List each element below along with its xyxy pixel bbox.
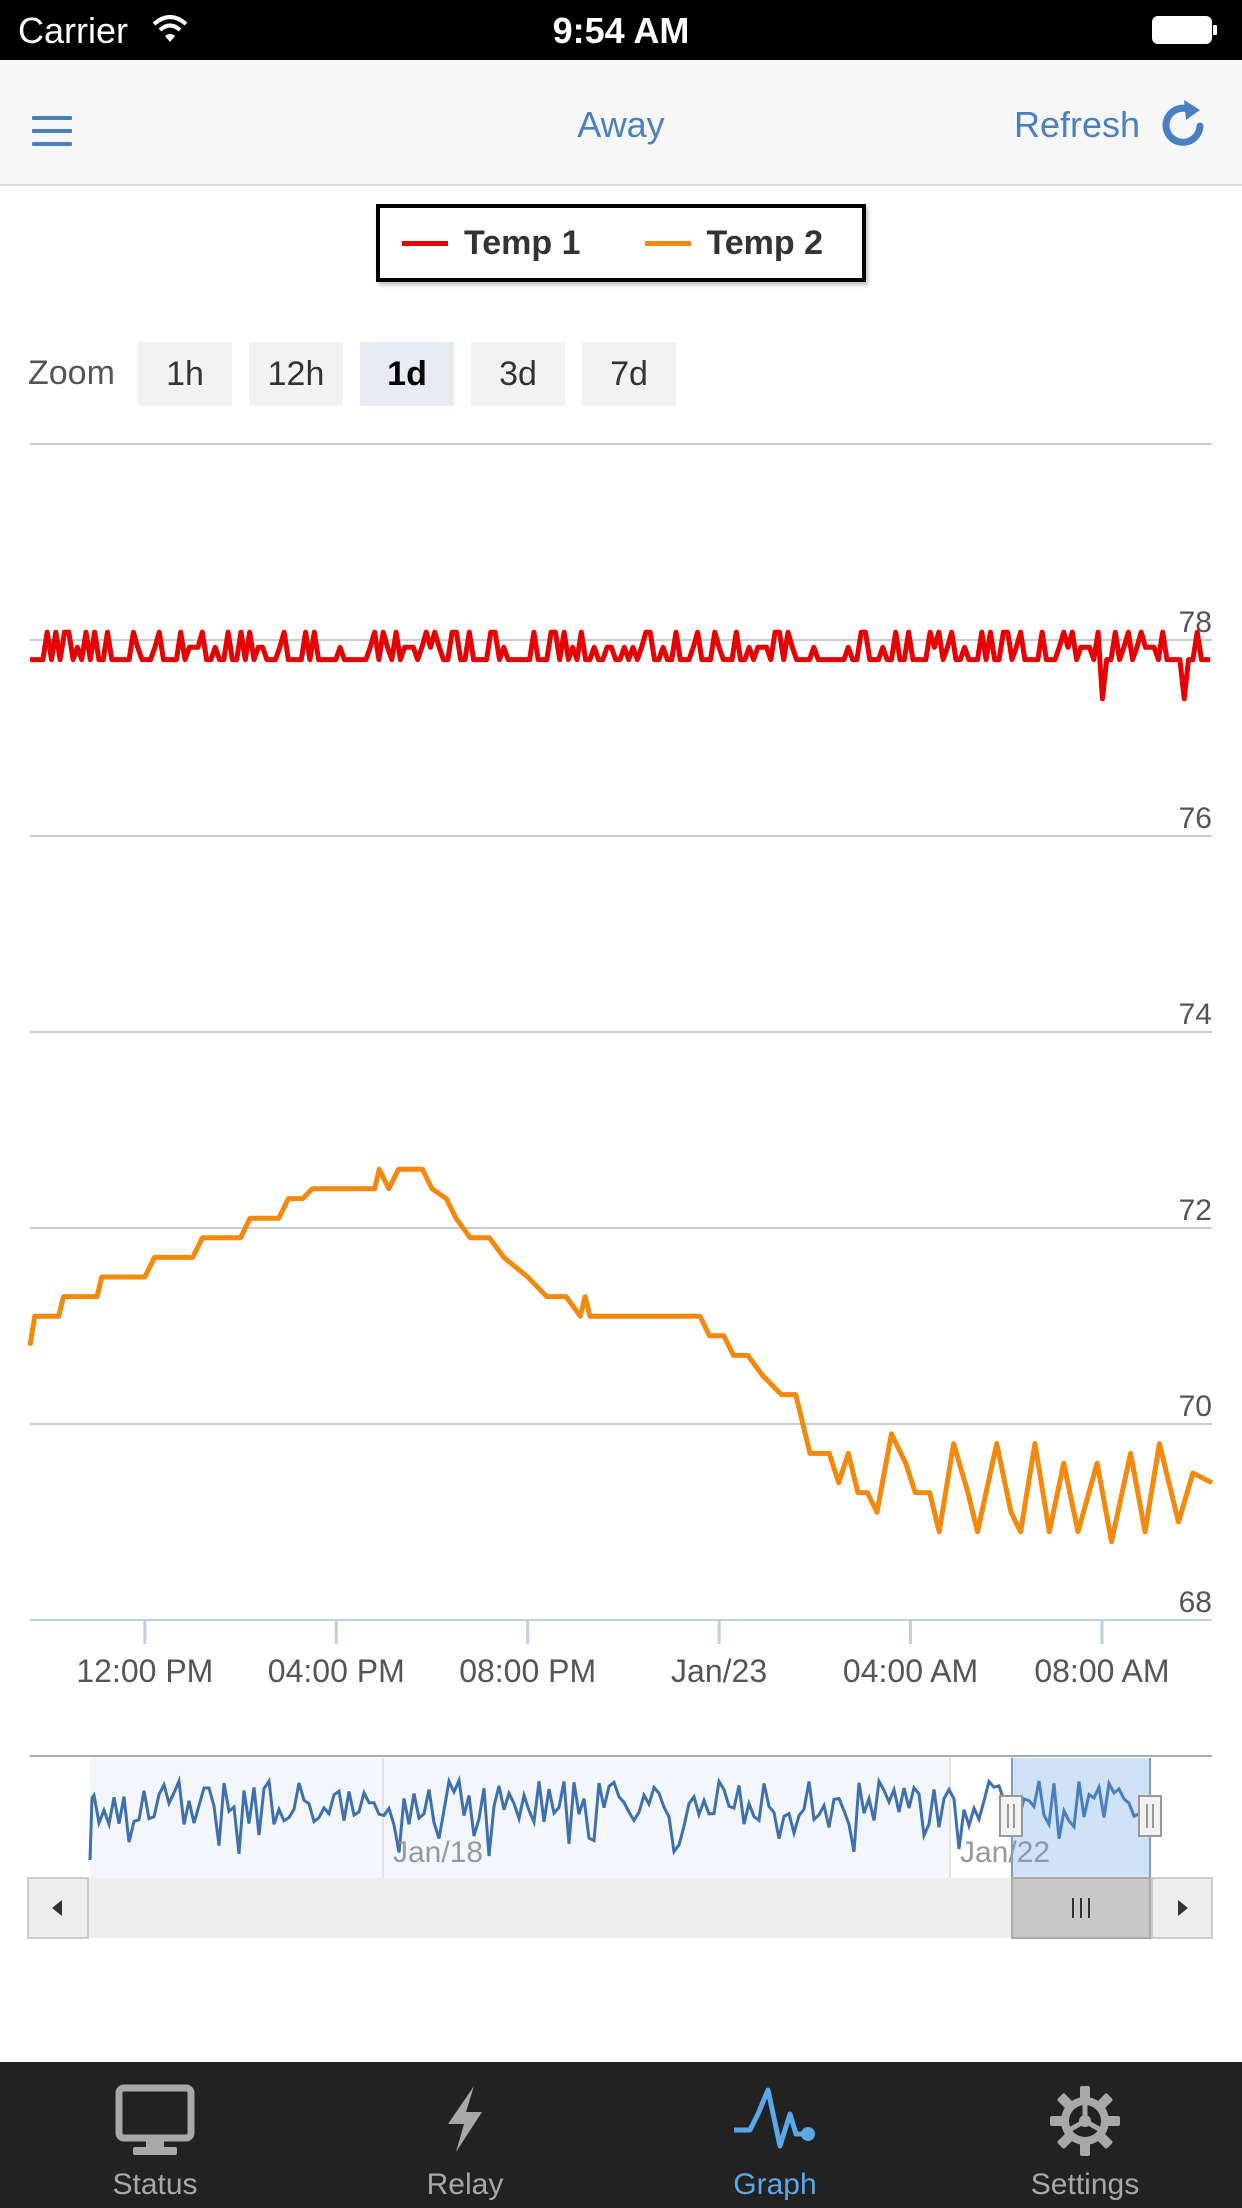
legend-label-temp-1: Temp 1	[464, 223, 581, 262]
zoom-3d-button[interactable]: 3d	[471, 342, 565, 406]
legend-item-temp-1[interactable]: Temp 1	[402, 224, 581, 263]
tab-relay[interactable]: Relay	[310, 2062, 620, 2208]
legend-label-temp-2: Temp 2	[706, 223, 824, 262]
tab-status[interactable]: Status	[0, 2062, 310, 2208]
x-tick-label: Jan/23	[671, 1653, 767, 1689]
range-navigator[interactable]: Jan/18 Jan/22	[0, 1740, 1242, 1950]
y-tick-label: 70	[1179, 1390, 1212, 1423]
x-tick-label: 08:00 PM	[459, 1653, 596, 1689]
tab-bar: Status Relay Graph	[0, 2062, 1242, 2208]
lightning-icon	[448, 2086, 482, 2152]
x-tick-label: 04:00 AM	[843, 1653, 978, 1689]
navigator-series-line	[88, 1775, 1140, 1861]
tab-graph[interactable]: Graph	[620, 2062, 930, 2208]
zoom-1d-button[interactable]: 1d	[360, 342, 454, 406]
status-bar: Carrier 9:54 AM	[0, 0, 1242, 60]
x-tick-label: 04:00 PM	[268, 1653, 405, 1689]
series-line-temp-1	[30, 629, 1211, 702]
x-tick-label: 08:00 AM	[1034, 1653, 1169, 1689]
hamburger-menu-icon[interactable]	[32, 116, 72, 146]
legend-item-temp-2[interactable]: Temp 2	[644, 223, 824, 263]
battery-icon	[1152, 16, 1217, 44]
status-time: 9:54 AM	[552, 10, 690, 51]
monitor-icon	[115, 2084, 195, 2155]
refresh-icon	[1162, 100, 1204, 146]
nav-bar: Away Refresh	[0, 60, 1242, 186]
page-title: Away	[577, 104, 665, 145]
y-tick-label: 74	[1179, 998, 1212, 1031]
wifi-icon	[152, 15, 188, 42]
legend-swatch-temp-2	[644, 240, 691, 246]
tab-label-status: Status	[112, 2168, 198, 2201]
scrollbar-right-button[interactable]	[1151, 1877, 1213, 1939]
scrollbar-thumb[interactable]	[1011, 1877, 1151, 1939]
zoom-7d-button[interactable]: 7d	[582, 342, 676, 406]
carrier-label: Carrier	[18, 10, 129, 51]
chart-legend: Temp 1 Temp 2	[376, 204, 866, 282]
chart-series	[27, 629, 1214, 1545]
x-tick-label: 12:00 PM	[76, 1653, 213, 1689]
zoom-1h-button[interactable]: 1h	[138, 342, 232, 406]
tab-label-settings: Settings	[1030, 2168, 1140, 2201]
zoom-label: Zoom	[28, 354, 115, 392]
scrollbar-left-button[interactable]	[27, 1877, 89, 1939]
navigator-selected-range[interactable]	[1012, 1758, 1150, 1878]
x-axis: 12:00 PM 04:00 PM 08:00 PM Jan/23 04:00 AM 08…	[76, 1620, 1170, 1689]
zoom-12h-button[interactable]: 12h	[249, 342, 343, 406]
gear-icon	[1050, 2086, 1120, 2156]
navigator-label-jan22: Jan/22	[960, 1836, 1050, 1869]
tab-label-relay: Relay	[426, 2168, 504, 2201]
tab-label-graph: Graph	[733, 2168, 817, 2201]
y-tick-label: 76	[1179, 802, 1212, 835]
refresh-label: Refresh	[1014, 104, 1141, 145]
legend-swatch-temp-1	[402, 240, 448, 246]
refresh-button[interactable]: Refresh	[1014, 100, 1210, 150]
navigator-left-handle[interactable]	[999, 1795, 1023, 1837]
y-tick-label: 72	[1179, 1194, 1212, 1227]
navigator-right-handle[interactable]	[1138, 1795, 1162, 1837]
pulse-icon	[734, 2087, 815, 2149]
navigator-label-jan18: Jan/18	[393, 1836, 483, 1869]
series-line-temp-2	[27, 1166, 1214, 1545]
y-tick-label: 68	[1179, 1586, 1212, 1619]
tab-settings[interactable]: Settings	[930, 2062, 1240, 2208]
